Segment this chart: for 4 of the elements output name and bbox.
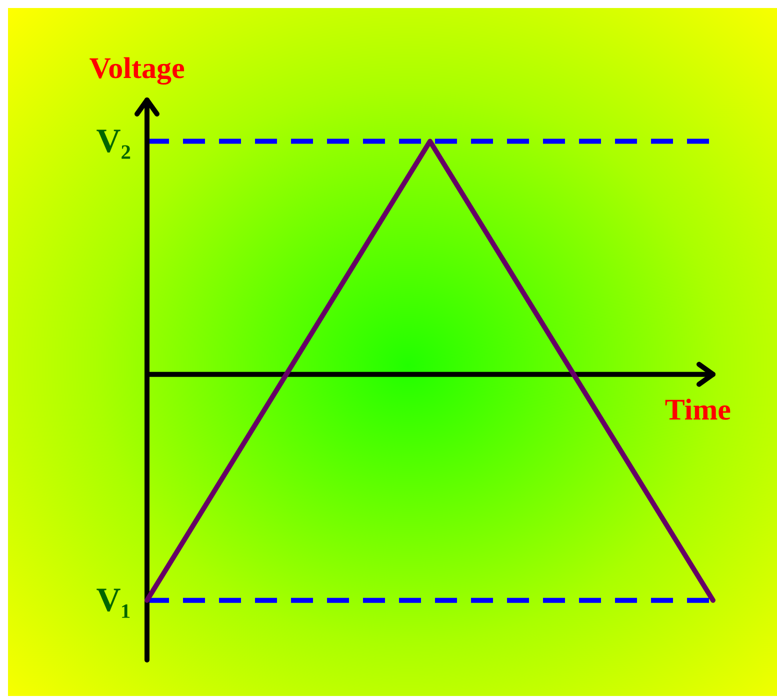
y-axis-title: Voltage xyxy=(89,52,185,85)
ref-line-label: V₁ xyxy=(96,582,131,620)
x-axis-title: Time xyxy=(664,393,731,426)
ref-line-label: V₂ xyxy=(96,123,131,160)
